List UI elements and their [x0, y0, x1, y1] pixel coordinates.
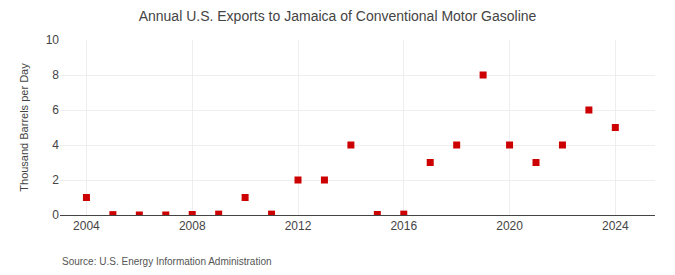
svg-text:8: 8	[52, 68, 59, 82]
svg-text:Thousand Barrels per Day: Thousand Barrels per Day	[18, 63, 30, 192]
svg-text:Source: U.S. Energy Informatio: Source: U.S. Energy Information Administ…	[62, 256, 272, 267]
svg-text:10: 10	[46, 33, 60, 47]
svg-text:2016: 2016	[390, 219, 417, 233]
svg-text:Annual U.S. Exports to Jamaica: Annual U.S. Exports to Jamaica of Conven…	[139, 8, 537, 24]
svg-text:2024: 2024	[602, 219, 629, 233]
svg-text:2012: 2012	[285, 219, 312, 233]
svg-text:6: 6	[52, 103, 59, 117]
svg-text:4: 4	[52, 138, 59, 152]
svg-text:2004: 2004	[73, 219, 100, 233]
svg-text:2008: 2008	[179, 219, 206, 233]
svg-text:2: 2	[52, 173, 59, 187]
svg-text:0: 0	[52, 208, 59, 222]
svg-text:2020: 2020	[496, 219, 523, 233]
